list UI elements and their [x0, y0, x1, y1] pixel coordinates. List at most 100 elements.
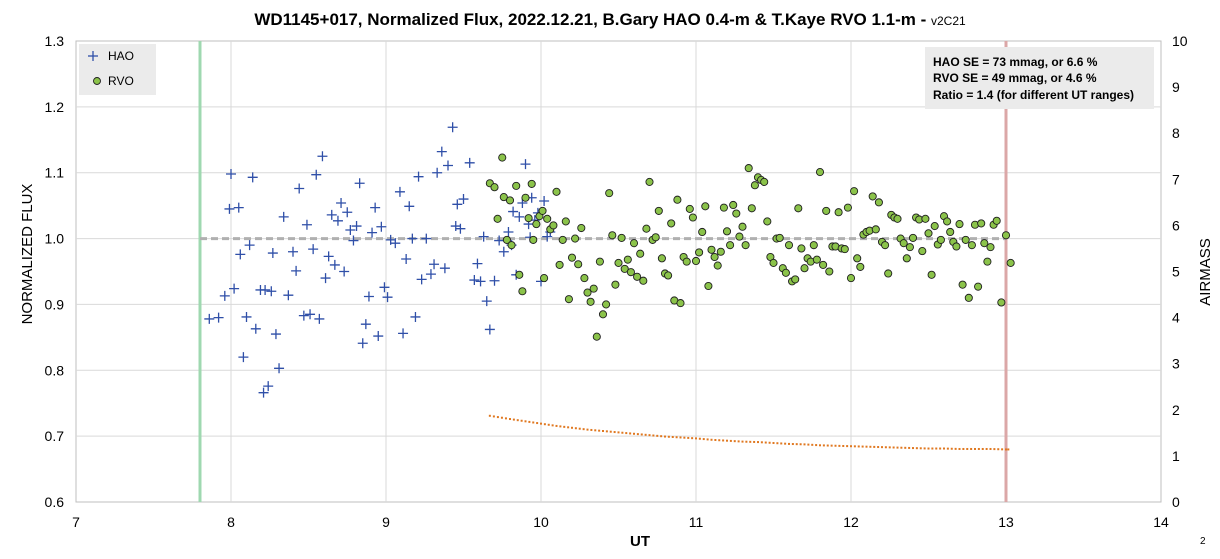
airmass-point — [873, 445, 876, 448]
hao-point — [305, 309, 316, 320]
rvo-point — [571, 234, 580, 243]
rvo-point — [555, 260, 564, 269]
rvo-point — [794, 204, 803, 213]
hao-point — [339, 266, 350, 277]
hao-point — [373, 331, 384, 342]
hao-point — [376, 221, 387, 232]
x-tick-label: 13 — [998, 514, 1014, 530]
y-tick-label: 0.6 — [45, 494, 65, 510]
airmass-point — [547, 423, 550, 426]
hao-point — [332, 215, 343, 226]
airmass-point — [621, 431, 624, 434]
rvo-point — [577, 223, 586, 233]
hao-point — [336, 198, 347, 209]
rvo-point — [567, 253, 577, 262]
airmass-point — [776, 442, 779, 445]
rvo-point — [719, 203, 728, 212]
hao-point — [263, 381, 274, 392]
airmass-point — [900, 446, 903, 449]
airmass-point — [904, 446, 907, 449]
rvo-point — [955, 220, 964, 229]
airmass-point — [516, 419, 519, 422]
airmass-point — [760, 441, 763, 444]
hao-point — [278, 211, 289, 222]
rvo-point — [515, 270, 524, 279]
airmass-point — [722, 439, 725, 442]
rvo-point — [620, 264, 629, 273]
airmass-point — [989, 447, 992, 450]
rvo-point — [784, 241, 794, 250]
hao-point — [458, 194, 469, 205]
hao-point — [367, 227, 378, 238]
hao-point — [475, 276, 486, 287]
hao-point — [348, 235, 359, 246]
rvo-point — [532, 220, 541, 229]
rvo-point — [967, 241, 976, 250]
hao-point — [407, 233, 418, 244]
rvo-point — [651, 233, 660, 242]
airmass-point — [660, 435, 663, 438]
rvo-point — [819, 260, 828, 269]
hao-point — [450, 221, 461, 232]
rvo-point — [502, 235, 511, 244]
rvo-point — [781, 268, 790, 277]
airmass-point — [613, 431, 616, 434]
legend-rvo-label: RVO — [108, 74, 134, 88]
airmass-point — [1007, 448, 1010, 451]
y-tick-label: 0.9 — [45, 296, 65, 312]
y2-axis-title: AIRMASS — [1197, 238, 1214, 306]
hao-point — [219, 290, 230, 301]
rvo-point — [552, 187, 561, 196]
corner-label: 2 — [1200, 536, 1206, 547]
x-tick-label: 12 — [843, 514, 859, 530]
airmass-point — [540, 422, 542, 425]
airmass-point — [698, 437, 701, 440]
hao-point — [443, 160, 453, 171]
legend-hao-label: HAO — [108, 49, 134, 63]
rvo-point — [974, 282, 983, 291]
rvo-point — [797, 244, 806, 253]
airmass-point — [702, 438, 705, 441]
airmass-point — [679, 436, 682, 439]
y-tick-label: 1.2 — [45, 99, 65, 115]
airmass-point — [586, 428, 589, 431]
airmass-point — [687, 436, 690, 439]
hao-point — [354, 178, 365, 189]
airmass-point — [954, 447, 957, 450]
airmass-point — [691, 437, 694, 440]
airmass-point — [826, 444, 829, 447]
rvo-point — [918, 247, 927, 256]
rvo-point — [521, 193, 530, 202]
y2-tick-label: 2 — [1172, 402, 1180, 418]
hao-point — [226, 169, 236, 180]
airmass-point — [799, 443, 802, 446]
hao-point — [360, 319, 371, 330]
airmass-point — [764, 441, 767, 444]
y-axis-title: NORMALIZED FLUX — [19, 184, 36, 325]
airmass-point — [598, 429, 601, 432]
y2-tick-label: 3 — [1172, 356, 1180, 372]
plot-area — [75, 40, 1162, 503]
legend-hao-marker — [88, 51, 98, 61]
hao-point — [298, 310, 309, 321]
rvo-point — [549, 221, 558, 230]
airmass-point — [656, 434, 659, 437]
rvo-point — [498, 153, 507, 162]
rvo-point — [682, 257, 691, 266]
rvo-point — [583, 288, 592, 297]
airmass-point — [644, 433, 647, 436]
airmass-point — [869, 445, 872, 448]
hao-point — [233, 202, 244, 213]
airmass-point — [726, 439, 728, 442]
airmass-point — [590, 428, 593, 431]
airmass-point — [788, 442, 790, 445]
airmass-point — [749, 440, 752, 443]
airmass-series — [488, 414, 1010, 451]
rvo-point — [722, 227, 732, 236]
airmass-point — [1005, 448, 1007, 451]
y2-tick-label: 4 — [1172, 310, 1180, 326]
rvo-point — [899, 239, 908, 248]
airmass-point — [815, 444, 818, 447]
rvo-point — [986, 243, 995, 252]
y-tick-label: 1.1 — [45, 165, 65, 181]
